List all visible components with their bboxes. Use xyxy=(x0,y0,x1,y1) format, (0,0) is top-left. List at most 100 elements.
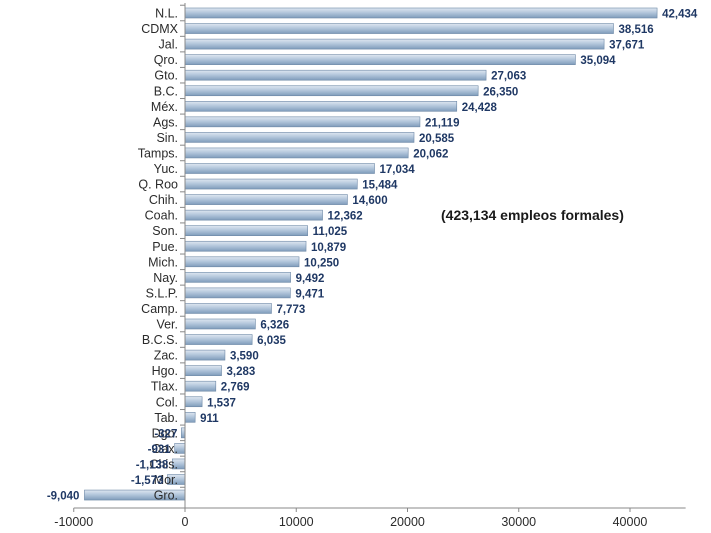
category-label: Gto. xyxy=(154,69,178,83)
bar-15 xyxy=(184,240,307,252)
value-label: 14,600 xyxy=(352,195,387,207)
bar-14 xyxy=(184,225,308,236)
value-label: 3,590 xyxy=(230,351,259,363)
value-label: 26,350 xyxy=(483,86,518,98)
category-label: Hgo. xyxy=(152,364,178,378)
bar-8 xyxy=(184,132,415,143)
value-label: 2,769 xyxy=(221,382,250,394)
category-label: CDMX xyxy=(141,22,178,36)
labels-layer: N.L. 42,434 CDMX 38,516 Jal. 37,671 Qro. 35,094… xyxy=(47,7,698,503)
value-label: -1,138 xyxy=(136,459,169,471)
bar-23 xyxy=(184,365,222,376)
category-label: Mich. xyxy=(148,255,178,269)
value-label: 20,585 xyxy=(419,133,455,145)
x-tick-label: 10000 xyxy=(279,515,314,529)
bar-2 xyxy=(184,38,605,50)
bar-19 xyxy=(184,303,272,314)
category-label: Yuc. xyxy=(154,162,178,176)
x-tick-label: 20000 xyxy=(390,515,425,529)
value-label: 9,492 xyxy=(296,273,325,285)
category-label: Gro. xyxy=(154,489,178,503)
axis-layer: -10000 0 10000 20000 30000 40000 xyxy=(54,3,686,529)
value-label: 37,671 xyxy=(609,40,645,52)
bar-21 xyxy=(184,334,253,345)
category-label: Chih. xyxy=(149,193,178,207)
x-tick-label: 0 xyxy=(182,515,189,529)
x-tick-label: 40000 xyxy=(613,515,648,529)
bar-16 xyxy=(184,256,300,268)
value-label: 6,035 xyxy=(257,335,286,347)
bar-27 xyxy=(181,427,186,439)
bar-24 xyxy=(184,380,217,392)
bar-10 xyxy=(184,163,375,174)
category-label: Dgo. xyxy=(152,426,178,440)
category-label: Ags. xyxy=(153,115,178,129)
category-label: B.C. xyxy=(154,84,178,98)
bar-25 xyxy=(184,396,203,408)
bar-7 xyxy=(184,116,421,128)
value-label: 1,537 xyxy=(207,397,236,409)
value-label: 21,119 xyxy=(425,117,460,129)
value-label: -1,573 xyxy=(131,475,164,487)
value-label: 38,516 xyxy=(618,24,653,36)
bar-17 xyxy=(184,272,291,283)
value-label: 911 xyxy=(200,413,219,425)
category-label: Jal. xyxy=(159,38,178,52)
category-label: Coah. xyxy=(145,209,178,223)
category-label: Son. xyxy=(152,224,178,238)
category-label: Camp. xyxy=(141,302,178,316)
value-label: 9,471 xyxy=(295,288,324,300)
category-label: N.L. xyxy=(155,7,178,21)
x-tick-label: 30000 xyxy=(501,515,536,529)
category-label: Nay. xyxy=(153,271,178,285)
category-label: B.C.S. xyxy=(142,333,178,347)
value-label: -931 xyxy=(148,444,172,456)
value-label: -327 xyxy=(154,428,177,440)
bars-layer xyxy=(84,7,658,501)
bar-5 xyxy=(184,85,479,97)
bar-12 xyxy=(184,194,348,205)
value-label: 6,326 xyxy=(260,320,289,332)
bar-13 xyxy=(184,209,323,221)
category-label: Tab. xyxy=(154,411,178,425)
value-label: 10,879 xyxy=(311,242,346,254)
value-label: 3,283 xyxy=(227,366,256,378)
bar-4 xyxy=(184,69,487,81)
value-label: 27,063 xyxy=(491,71,526,83)
value-label: 35,094 xyxy=(580,55,616,67)
bar-0 xyxy=(184,7,658,19)
category-label: Qro. xyxy=(154,53,178,67)
bar-22 xyxy=(184,349,226,361)
chart-annotation: (423,134 empleos formales) xyxy=(441,207,624,223)
category-label: Oax. xyxy=(152,442,178,456)
category-label: Ver. xyxy=(156,318,178,332)
bar-18 xyxy=(184,287,291,299)
category-label: Pue. xyxy=(152,240,178,254)
bar-20 xyxy=(184,318,256,330)
bar-6 xyxy=(184,101,458,112)
value-label: 17,034 xyxy=(380,164,416,176)
value-label: 12,362 xyxy=(328,211,363,223)
category-label: Zac. xyxy=(154,349,178,363)
bar-9 xyxy=(184,147,409,159)
value-label: 11,025 xyxy=(313,226,348,238)
category-label: Col. xyxy=(156,395,178,409)
value-label: 10,250 xyxy=(304,257,339,269)
bar-26 xyxy=(184,411,196,423)
bar-1 xyxy=(184,23,614,34)
category-label: Sin. xyxy=(156,131,178,145)
category-label: Tamps. xyxy=(138,146,178,160)
category-label: Tlax. xyxy=(151,380,178,394)
value-label: 20,062 xyxy=(413,148,448,160)
value-label: 42,434 xyxy=(662,9,698,21)
value-label: 24,428 xyxy=(462,102,498,114)
category-label: Mor. xyxy=(154,473,178,487)
category-label: S.L.P. xyxy=(146,286,178,300)
category-label: Chis. xyxy=(150,457,178,471)
value-label: 7,773 xyxy=(276,304,305,316)
value-label: 15,484 xyxy=(362,180,398,192)
bar-3 xyxy=(184,54,576,65)
category-label: Méx. xyxy=(151,100,178,114)
category-label: Q. Roo xyxy=(138,178,178,192)
